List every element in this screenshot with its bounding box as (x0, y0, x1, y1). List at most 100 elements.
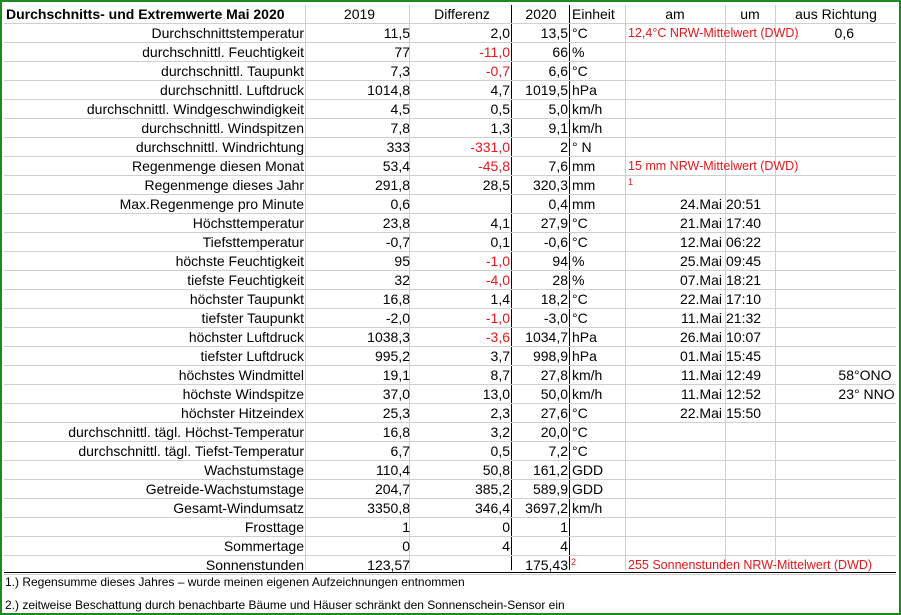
footnote-marker: 1 (628, 177, 634, 187)
grid-row-line (4, 194, 896, 195)
grid-row-line (4, 327, 896, 328)
nrw-reference-note: 12,4°C NRW-Mittelwert (DWD) (628, 26, 799, 40)
value-2020: 4 (560, 538, 568, 554)
unit: km/h (572, 120, 603, 136)
row-label: durchschnittl. Feuchtigkeit (142, 44, 304, 60)
unit: °C (572, 25, 588, 41)
unit: °C (572, 443, 588, 459)
value-differenz: 13,0 (482, 386, 510, 402)
unit: mm (572, 158, 596, 174)
date-am: 25.Mai (679, 253, 722, 269)
value-differenz: -0,7 (485, 63, 510, 79)
value-2019: 1014,8 (367, 82, 410, 98)
unit: °C (572, 291, 588, 307)
unit (572, 537, 624, 555)
row-label: Sommertage (223, 538, 304, 554)
row-label: tiefste Feuchtigkeit (187, 272, 304, 288)
time-um: 17:40 (726, 215, 762, 231)
date-am: 22.Mai (679, 405, 722, 421)
row-label: Regenmenge diesen Monat (131, 158, 304, 174)
time-um: 17:10 (726, 291, 762, 307)
row-label: Max.Regenmenge pro Minute (119, 196, 304, 212)
grid-row-line (4, 574, 896, 575)
grid-row-line (4, 137, 896, 138)
footnote-1: 1.) Regensumme dieses Jahres – wurde mei… (5, 575, 465, 589)
value-2019: 110,4 (376, 462, 410, 478)
row-label: Durchschnittstemperatur (151, 25, 304, 41)
time-um: 09:45 (726, 253, 762, 269)
row-label: durchschnittl. Windgeschwindigkeit (86, 101, 304, 117)
date-am: 07.Mai (679, 272, 722, 288)
unit: hPa (572, 348, 597, 364)
value-differenz: 385,2 (474, 481, 510, 497)
value-2020: 3697,2 (525, 500, 568, 516)
unit: °C (572, 310, 588, 326)
date-am: 26.Mai (679, 329, 722, 345)
time-um: 21:32 (726, 310, 762, 326)
value-2019: 7,3 (390, 63, 410, 79)
value-2020: 27,9 (540, 215, 568, 231)
value-2019: 0 (402, 538, 410, 554)
grid-row-line (4, 384, 896, 385)
row-label: durchschnittl. Luftdruck (160, 82, 304, 98)
row-label: durchschnittl. tägl. Höchst-Temperatur (68, 424, 304, 440)
value-2019: 23,8 (382, 215, 410, 231)
grid-row-line (4, 270, 896, 271)
value-2020: 6,6 (548, 63, 568, 79)
date-am: 11.Mai (681, 367, 722, 383)
value-2020: 5,0 (548, 101, 568, 117)
row-label: Gesamt-Windumsatz (173, 500, 304, 516)
row-label: höchster Luftdruck (188, 329, 304, 345)
grid-row-line (4, 555, 896, 556)
date-am: 11.Mai (681, 386, 722, 402)
value-differenz: -4,0 (485, 272, 510, 288)
value-2020: 13,5 (540, 25, 568, 41)
value-2019: -2,0 (385, 310, 410, 326)
value-differenz: 4,1 (490, 215, 510, 231)
value-2020: -3,0 (543, 310, 568, 326)
value-differenz: 0 (502, 519, 510, 535)
row-label: Tiefsttemperatur (202, 234, 304, 250)
time-um: 12:49 (726, 367, 762, 383)
grid-column-line-dark (511, 5, 512, 570)
value-2019: 53,4 (382, 158, 410, 174)
value-2019: 995,2 (374, 348, 410, 364)
grid-row-line (4, 23, 896, 24)
value-2020: 28 (552, 272, 568, 288)
value-2020: 1 (560, 519, 568, 535)
row-label: Höchsttemperatur (192, 215, 304, 231)
row-label: Regenmenge dieses Jahr (144, 177, 304, 193)
row-label: Wachstumstage (204, 462, 304, 478)
value-2020: 7,2 (548, 443, 568, 459)
grid-row-line (4, 441, 896, 442)
grid-row-line (4, 479, 896, 480)
nrw-reference-note: 255 Sonnenstunden NRW-Mittelwert (DWD) (628, 558, 873, 572)
value-2019: 77 (394, 44, 410, 60)
value-2019: 0,6 (390, 196, 410, 212)
value-differenz: 346,4 (474, 500, 510, 516)
value-2020: 320,3 (532, 177, 568, 193)
value-2020: 1019,5 (525, 82, 568, 98)
value-differenz: 2,3 (490, 405, 510, 421)
value-differenz: 2,0 (490, 25, 510, 41)
value-differenz: 3,7 (490, 348, 510, 364)
value-2020: 175,43 (525, 557, 568, 573)
grid-column-line (725, 5, 726, 570)
date-am: 22.Mai (679, 291, 722, 307)
direction-value: 58 (838, 367, 854, 383)
value-differenz: 50,8 (482, 462, 510, 478)
grid-row-line (4, 80, 896, 81)
grid-row-line (4, 308, 896, 309)
value-2019: 1038,3 (367, 329, 410, 345)
header-am: am (665, 6, 685, 22)
value-differenz (410, 195, 510, 213)
unit: °C (572, 234, 588, 250)
date-am: 01.Mai (679, 348, 722, 364)
value-2020: 18,2 (540, 291, 568, 307)
grid-column-line-dark (569, 5, 570, 570)
value-2020: 9,1 (548, 120, 568, 136)
grid-row-line (4, 365, 896, 366)
value-2020: 0,4 (548, 196, 568, 212)
